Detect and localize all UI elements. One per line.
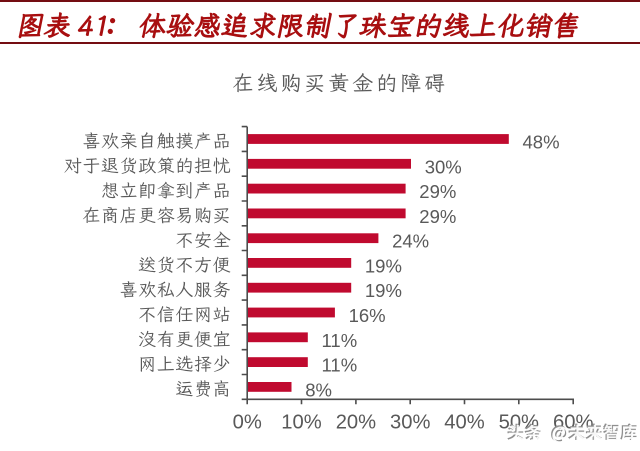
svg-text:40%: 40% xyxy=(444,411,484,433)
svg-text:20%: 20% xyxy=(336,411,376,433)
svg-text:29%: 29% xyxy=(419,181,456,202)
svg-text:16%: 16% xyxy=(349,305,386,326)
svg-text:30%: 30% xyxy=(390,411,430,433)
svg-text:29%: 29% xyxy=(419,206,456,227)
svg-text:24%: 24% xyxy=(392,231,429,252)
svg-text:19%: 19% xyxy=(365,255,402,276)
svg-text:11%: 11% xyxy=(322,355,358,376)
svg-text:8%: 8% xyxy=(305,379,332,400)
svg-text:10%: 10% xyxy=(281,411,321,433)
svg-text:48%: 48% xyxy=(523,132,560,153)
svg-text:11%: 11% xyxy=(322,330,358,351)
svg-text:30%: 30% xyxy=(425,156,462,177)
svg-text:0%: 0% xyxy=(233,411,262,433)
svg-text:19%: 19% xyxy=(365,280,402,301)
